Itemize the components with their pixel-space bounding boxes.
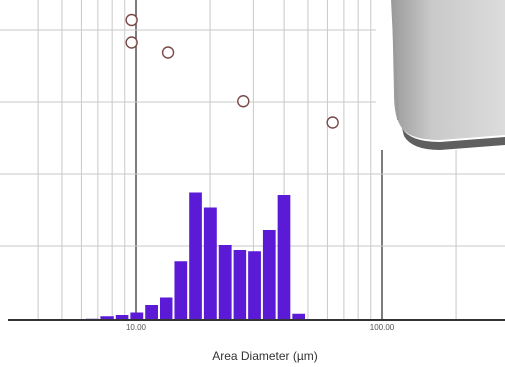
histogram-bar	[248, 251, 261, 320]
device-edge	[391, 0, 399, 121]
histogram-bar	[159, 297, 173, 320]
histogram-bar	[292, 313, 306, 320]
scatter-point	[125, 13, 138, 27]
scatter-point	[237, 95, 250, 108]
histogram-bar	[145, 305, 158, 320]
histogram-bar	[174, 261, 188, 320]
histogram-bars	[85, 192, 306, 320]
device-base-shadow	[402, 128, 505, 150]
histogram-bar	[277, 195, 291, 320]
x-tick-labels: 10.00 100.00	[126, 323, 395, 332]
scatter-point	[125, 36, 138, 49]
device-photo-overlay	[376, 0, 505, 150]
histogram-bar	[203, 207, 217, 320]
scatter-point	[161, 46, 175, 59]
histogram-bar	[130, 312, 144, 320]
x-tick-label: 100.00	[370, 323, 395, 332]
grid	[0, 0, 505, 320]
device-body	[392, 0, 505, 140]
x-axis-label: Area Diameter (µm)	[212, 349, 318, 363]
histogram-bar	[189, 192, 202, 320]
histogram-bar	[115, 315, 129, 320]
x-tick-label: 10.00	[126, 323, 147, 332]
histogram-bar	[233, 250, 247, 320]
histogram-bar	[218, 245, 232, 320]
histogram-bar	[262, 230, 276, 320]
scatter-points	[125, 13, 339, 129]
scatter-point	[326, 116, 339, 129]
histogram-bar	[100, 316, 114, 320]
